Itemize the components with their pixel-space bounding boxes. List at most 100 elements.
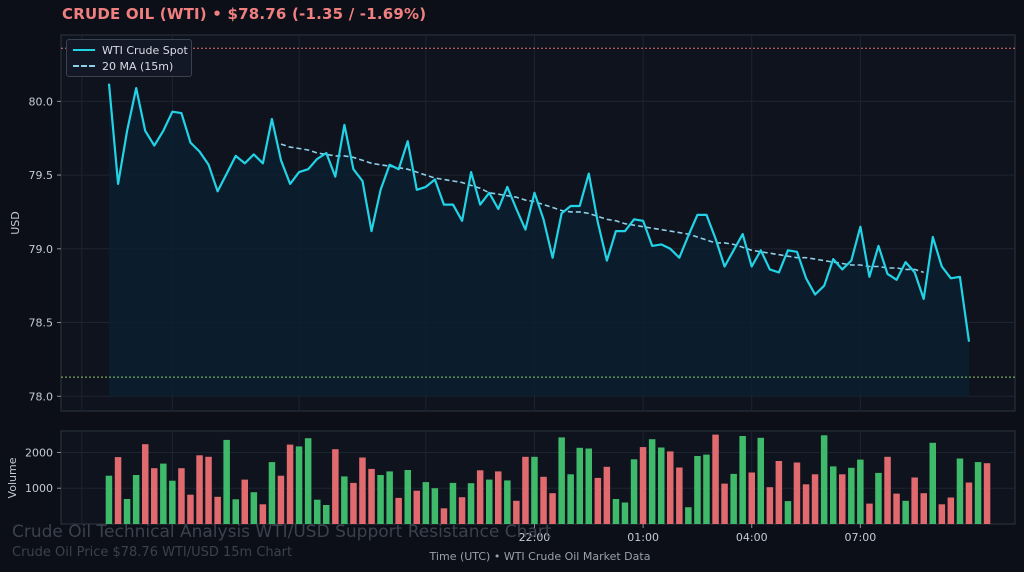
volume-bar (802, 484, 810, 524)
price-tick-label: 79.5 (29, 169, 54, 182)
price-line (107, 83, 971, 342)
legend-label-price: WTI Crude Spot (102, 43, 188, 57)
volume-bar (558, 437, 565, 524)
volume-bar (160, 463, 167, 524)
volume-bar (332, 449, 339, 524)
volume-bar (350, 482, 357, 524)
volume-bar (495, 471, 502, 524)
volume-bar (784, 501, 792, 524)
volume-bar (513, 500, 520, 525)
volume-bar (956, 458, 964, 524)
volume-bar (820, 435, 828, 524)
volume-bar (793, 462, 801, 524)
volume-bar (603, 466, 611, 524)
volume-bar (440, 508, 448, 524)
price-area-fill (109, 83, 969, 397)
volume-bar (295, 446, 303, 524)
price-tick-label: 80.0 (29, 95, 54, 108)
legend-swatch-ma (73, 65, 95, 67)
volume-bar (323, 505, 330, 524)
volume-bar (368, 468, 375, 524)
volume-bar (685, 507, 692, 524)
x-axis-label: Time (UTC) • WTI Crude Oil Market Data (429, 550, 651, 563)
volume-bar (648, 439, 656, 524)
price-y-ticks: 78.0 78.5 79.0 79.5 80.0 (29, 95, 61, 403)
volume-bar (268, 462, 276, 524)
chart-header: CRUDE OIL (WTI) • $78.76 (-1.35 / -1.69%… (62, 5, 427, 23)
volume-bar (712, 434, 719, 524)
volume-bar (504, 480, 511, 524)
volume-bar (639, 447, 647, 524)
volume-y-ticks: 1000 2000 (25, 446, 61, 495)
volume-bar (449, 482, 457, 524)
volume-bar (811, 474, 819, 524)
volume-bar (142, 444, 149, 524)
x-ticks: 22:00 01:00 04:00 07:00 (519, 524, 876, 544)
volume-bar (341, 476, 348, 524)
volume-bar (476, 470, 484, 524)
volume-bar (757, 437, 764, 524)
volume-bar (658, 447, 665, 524)
volume-bar (694, 456, 701, 524)
volume-bar (431, 488, 439, 524)
volume-bar (974, 462, 982, 524)
volume-bar (621, 502, 629, 524)
volume-bar (486, 479, 493, 524)
volume-bar (304, 438, 312, 524)
volume-bar (748, 472, 755, 524)
price-series-line (107, 83, 971, 342)
volume-bar (585, 448, 592, 524)
volume-bar (576, 447, 583, 524)
volume-bar (223, 439, 230, 524)
volume-bar (241, 479, 248, 524)
volume-bar (286, 444, 294, 524)
volume-bar (132, 475, 140, 524)
volume-bar (857, 459, 864, 524)
volume-bar (314, 499, 321, 524)
volume-bar (866, 503, 873, 524)
volume-bar (531, 456, 538, 524)
volume-tick-label: 1000 (25, 482, 53, 495)
volume-bar (775, 461, 783, 524)
volume-bar (612, 499, 620, 524)
ma-line (280, 143, 924, 274)
volume-bar (920, 493, 927, 524)
ma-series-line (280, 143, 924, 274)
volume-bar (730, 473, 737, 524)
volume-bar (178, 468, 185, 524)
volume-bar (259, 504, 267, 524)
volume-bar (965, 482, 973, 524)
x-tick-label: 22:00 (519, 531, 551, 544)
price-area (109, 83, 969, 397)
volume-bar (703, 454, 710, 524)
volume-bar (947, 497, 955, 524)
volume-bar (187, 494, 194, 524)
volume-bar (766, 487, 774, 524)
volume-bars (105, 434, 991, 525)
volume-bar (522, 456, 529, 524)
volume-bar (277, 475, 285, 524)
volume-bar (929, 442, 936, 524)
volume-bar (232, 499, 239, 524)
volume-bar (250, 492, 258, 524)
volume-bar (848, 467, 855, 524)
volume-bar (893, 493, 900, 524)
volume-bar (594, 477, 602, 524)
volume-bar (413, 490, 420, 524)
legend-item-ma: 20 MA (15m) (73, 59, 173, 73)
volume-bar (422, 482, 430, 524)
price-tick-label: 78.0 (29, 390, 54, 403)
volume-bar (875, 472, 882, 524)
volume-bar (169, 480, 176, 524)
volume-bar (540, 476, 547, 524)
volume-bar (395, 497, 402, 524)
volume-bar (667, 451, 674, 524)
chart-legend: WTI Crude Spot 20 MA (15m) (66, 39, 192, 77)
volume-bar (721, 483, 728, 524)
volume-bar (114, 457, 122, 524)
volume-bar (467, 483, 475, 524)
volume-bar (830, 466, 837, 524)
volume-bar (151, 468, 158, 524)
legend-item-price: WTI Crude Spot (73, 43, 188, 57)
